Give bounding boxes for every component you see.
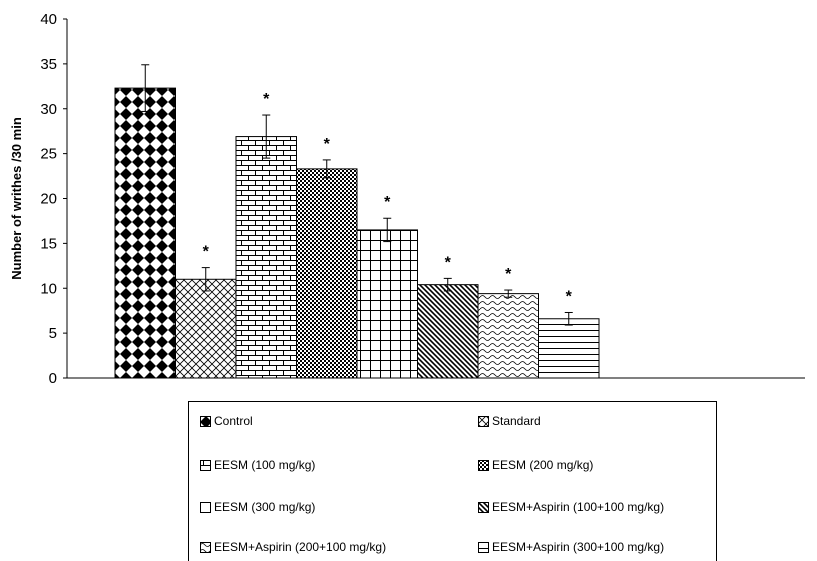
legend-label: EESM+Aspirin (200+100 mg/kg) (214, 540, 387, 554)
legend-item: EESM+Aspirin (200+100 mg/kg) (200, 540, 386, 554)
legend-swatch (478, 415, 489, 427)
significance-star: * (263, 91, 270, 108)
bar (296, 168, 358, 379)
bar (356, 229, 418, 379)
legend-item: EESM (300 mg/kg) (200, 500, 315, 514)
legend-label: Control (214, 414, 253, 428)
bar-chart: 0 5 10 15 20 25 30 35 40 Number of writhes /30 mi… (9, 11, 805, 387)
legend-swatch (200, 415, 211, 427)
bar (477, 293, 539, 379)
significance-star: * (384, 194, 391, 211)
legend-swatch (478, 541, 489, 553)
bar (175, 278, 237, 379)
legend-label: EESM (100 mg/kg) (214, 458, 316, 472)
y-tick-label: 10 (40, 280, 57, 297)
chart-legend: Control Standard EESM (100 mg/kg) EESM (200… (188, 401, 717, 561)
y-tick-label: 5 (49, 325, 57, 342)
significance-star: * (505, 266, 512, 283)
y-tick-label: 0 (49, 370, 57, 387)
legend-label: Standard (492, 414, 541, 428)
legend-item: EESM (200 mg/kg) (478, 458, 593, 472)
y-tick-label: 40 (40, 11, 57, 28)
legend-swatch (200, 541, 211, 553)
significance-star: * (566, 288, 573, 305)
legend-item: EESM (100 mg/kg) (200, 458, 315, 472)
y-tick-label: 35 (40, 56, 57, 73)
y-tick-label: 15 (40, 235, 57, 252)
bar (417, 284, 479, 379)
legend-item: Standard (478, 414, 541, 428)
legend-label: EESM (300 mg/kg) (214, 500, 316, 514)
legend-swatch (200, 459, 211, 471)
legend-label: EESM+Aspirin (300+100 mg/kg) (492, 540, 665, 554)
significance-star: * (324, 136, 331, 153)
bar (538, 318, 600, 379)
legend-item: EESM+Aspirin (100+100 mg/kg) (478, 500, 664, 514)
bar (114, 87, 176, 379)
y-axis-title: Number of writhes /30 min (9, 117, 24, 280)
y-tick-label: 20 (40, 191, 57, 208)
bar (235, 136, 297, 379)
legend-swatch (200, 501, 211, 513)
y-tick-label: 25 (40, 146, 57, 163)
significance-star: * (203, 244, 210, 261)
legend-item: Control (200, 414, 253, 428)
legend-item: EESM+Aspirin (300+100 mg/kg) (478, 540, 664, 554)
legend-swatch (478, 459, 489, 471)
significance-star: * (445, 254, 452, 271)
legend-swatch (478, 501, 489, 513)
legend-label: EESM+Aspirin (100+100 mg/kg) (492, 500, 665, 514)
y-tick-label: 30 (40, 101, 57, 118)
legend-label: EESM (200 mg/kg) (492, 458, 594, 472)
